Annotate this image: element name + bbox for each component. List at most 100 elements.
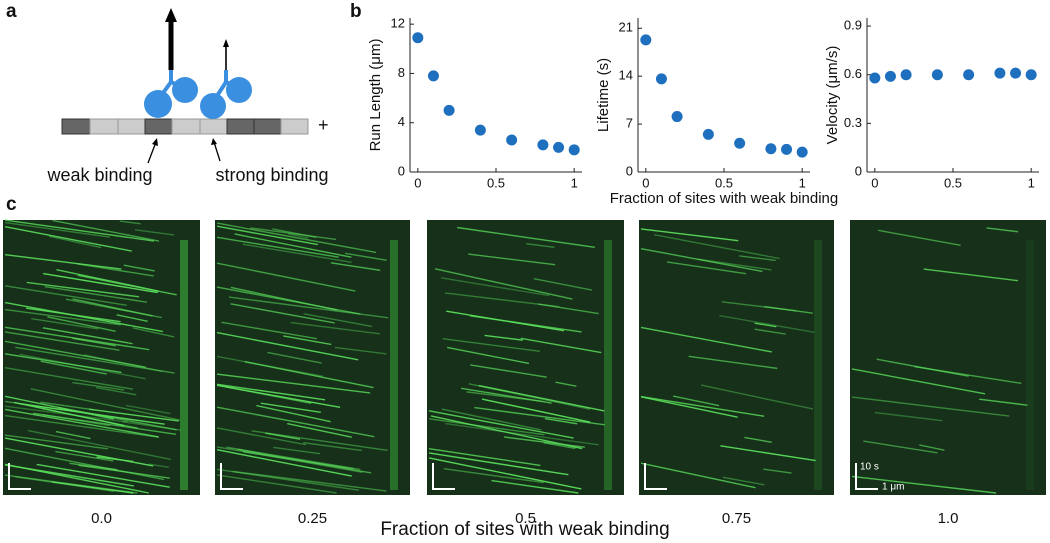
streak [116, 314, 148, 322]
streak [230, 286, 337, 311]
streak [543, 442, 576, 450]
streak [56, 269, 159, 292]
point [734, 137, 746, 149]
streak [666, 261, 747, 275]
kymo-xlabel: Fraction of sites with weak binding [380, 519, 669, 540]
kymograph [3, 219, 200, 495]
streak [537, 303, 599, 315]
streak [216, 222, 377, 254]
streak [440, 277, 550, 297]
point [884, 70, 896, 82]
streak [754, 322, 777, 328]
streak [283, 335, 332, 346]
kymograph-bg [639, 220, 834, 495]
streak [27, 429, 172, 461]
y-tick-label: 4 [398, 114, 405, 129]
kymograph-bg [3, 220, 200, 495]
streak [47, 316, 116, 333]
y-tick-label: 21 [619, 20, 633, 35]
streak [18, 402, 165, 425]
streak [923, 268, 1018, 282]
y-axis-label: Run Length (μm) [367, 39, 384, 152]
point [931, 69, 943, 81]
pointer [213, 141, 221, 162]
point [427, 70, 439, 82]
x-tick-label: 0.5 [715, 175, 733, 190]
point [655, 73, 667, 85]
streak [132, 327, 175, 338]
streak [216, 383, 326, 401]
kymograph [215, 220, 410, 495]
streak [42, 407, 138, 429]
streak [468, 253, 556, 266]
motor-head [200, 93, 226, 119]
kymograph [427, 220, 624, 495]
streak [216, 427, 307, 446]
streak [4, 414, 159, 438]
streak [457, 226, 595, 249]
motor-head [172, 77, 198, 103]
streak [4, 308, 121, 326]
streak [491, 479, 579, 494]
streak [221, 321, 318, 340]
y-axis-label: Lifetime (s) [595, 58, 612, 132]
streak [851, 368, 986, 395]
streak [260, 402, 321, 414]
streak [42, 414, 110, 427]
streak [272, 228, 317, 239]
site [253, 118, 282, 135]
streak [697, 258, 772, 271]
streak [48, 235, 102, 249]
streak [334, 346, 387, 355]
point [900, 69, 912, 81]
streak [216, 225, 318, 246]
streak [148, 463, 169, 468]
streak [876, 358, 969, 377]
streak [4, 225, 132, 252]
streak [234, 233, 352, 258]
point [1025, 69, 1037, 81]
panel-label: c [6, 194, 17, 215]
streak [720, 445, 816, 462]
y-tick-label: 0 [855, 163, 862, 178]
site [89, 118, 119, 135]
scale-bar [220, 463, 243, 490]
streak [42, 327, 133, 345]
streak [26, 281, 140, 298]
y-tick-label: 14 [619, 68, 633, 83]
streak [640, 396, 738, 418]
streak [526, 242, 555, 249]
streak [344, 252, 387, 261]
streak [123, 264, 155, 272]
streak [36, 463, 170, 488]
kymo-label: 0.25 [298, 510, 327, 527]
streak [442, 337, 541, 353]
streak [88, 408, 179, 422]
y-tick-label: 0 [398, 163, 405, 178]
streak [640, 462, 756, 489]
streak [55, 450, 114, 462]
streak [134, 229, 175, 236]
streak [428, 447, 541, 467]
streak [468, 383, 591, 410]
streak [216, 384, 341, 408]
streak [303, 441, 362, 452]
streak [478, 384, 605, 412]
streak [288, 233, 309, 239]
end-accumulation [390, 240, 398, 490]
streak [986, 227, 1019, 233]
streak [874, 411, 943, 422]
streak [267, 351, 322, 364]
streak [469, 315, 582, 333]
x-tick-label: 1 [571, 175, 578, 190]
streak [228, 296, 389, 319]
streak [754, 328, 786, 335]
point [702, 128, 714, 140]
streak [640, 228, 739, 242]
kymo-label: 0.5 [515, 510, 536, 527]
x-tick-label: 0 [871, 175, 878, 190]
y-tick-label: 7 [626, 116, 633, 131]
x-tick-label: 0 [414, 175, 421, 190]
streak [722, 476, 765, 486]
panel-label: a [6, 1, 17, 22]
